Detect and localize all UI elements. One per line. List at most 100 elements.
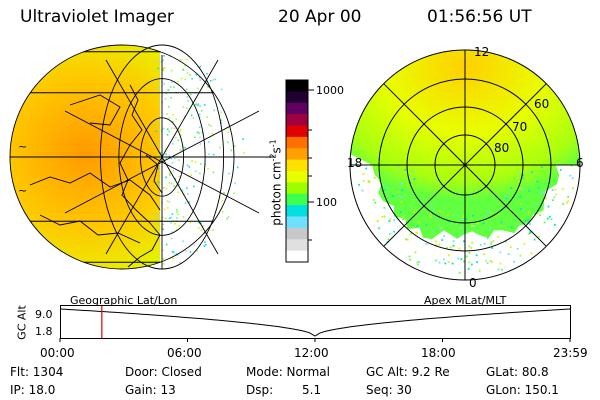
dayglow-pixel <box>190 93 192 96</box>
dayglow-pixel <box>159 152 162 154</box>
aurora-pixel <box>462 232 465 235</box>
aurora-pixel <box>468 245 471 248</box>
dayglow-pixel <box>176 217 178 219</box>
dayglow-pixel <box>157 181 160 183</box>
aurora-pixel <box>406 176 409 179</box>
aurora-pixel <box>546 217 549 220</box>
aurora-pixel <box>567 200 570 203</box>
dayglow-pixel <box>198 126 201 128</box>
dayglow-pixel <box>233 192 235 195</box>
dayglow-pixel <box>203 245 206 247</box>
status-mode: Mode: Normal <box>246 365 330 379</box>
aurora-pixel <box>416 225 419 227</box>
dayglow-pixel <box>173 86 175 88</box>
aurora-pixel <box>447 214 449 217</box>
aurora-pixel <box>416 232 419 234</box>
aurora-pixel <box>377 227 380 230</box>
aurora-pixel <box>417 213 420 216</box>
dayglow-pixel <box>177 191 180 194</box>
dayglow-pixel <box>183 115 186 118</box>
mlat-label-70: 70 <box>512 120 528 134</box>
dayglow-pixel <box>162 228 165 231</box>
dayglow-pixel <box>170 222 172 224</box>
dayglow-pixel <box>199 172 201 175</box>
dayglow-pixel <box>221 200 223 202</box>
aurora-pixel <box>362 179 365 182</box>
aurora-pixel <box>488 231 491 234</box>
aurora-pixel <box>517 207 520 210</box>
dayglow-pixel <box>228 172 230 175</box>
dayglow-pixel <box>168 182 171 184</box>
aurora-pixel <box>411 169 413 172</box>
colorbar-tick-100: 100 <box>316 196 337 209</box>
alt-xtick-1200: 12:00 <box>294 346 329 360</box>
aurora-pixel <box>408 175 411 178</box>
dayglow-pixel <box>166 128 169 131</box>
dayglow-pixel <box>168 130 170 133</box>
dayglow-pixel <box>165 243 168 246</box>
mlat-label-80: 80 <box>494 141 510 155</box>
dayglow-pixel <box>156 126 158 129</box>
aurora-pixel <box>443 235 446 237</box>
dayglow-pixel <box>156 222 159 224</box>
aurora-pixel <box>415 211 418 213</box>
aurora-pixel <box>444 262 447 265</box>
aurora-pixel <box>419 191 422 194</box>
dayglow-pixel <box>167 106 170 108</box>
coastline-segment <box>69 94 121 126</box>
aurora-pixel <box>539 214 542 217</box>
dayglow-pixel <box>170 216 172 219</box>
aurora-pixel <box>541 166 543 169</box>
aurora-pixel <box>458 271 461 274</box>
dayglow-pixel <box>163 158 165 161</box>
apex-caption: Apex MLat/MLT <box>424 294 507 307</box>
dayglow-pixel <box>157 87 159 90</box>
aurora-pixel <box>550 218 553 221</box>
aurora-pixel <box>523 242 526 245</box>
dayglow-pixel <box>179 149 182 151</box>
polar-grid <box>349 49 581 281</box>
aurora-pixel <box>425 224 428 226</box>
dayglow-pixel <box>213 109 215 111</box>
aurora-pixel <box>536 180 539 183</box>
dayglow-pixel <box>172 143 174 145</box>
aurora-pixel <box>502 205 505 207</box>
time-label: 01:56:56 UT <box>427 7 532 27</box>
colorbar-segment <box>286 114 308 127</box>
dayglow-pixel <box>173 127 176 130</box>
dayglow-pixel <box>163 186 165 189</box>
dayglow-pixel <box>165 176 167 179</box>
dayglow-pixel <box>191 160 193 162</box>
dayglow-pixel <box>212 171 215 174</box>
aurora-pixel <box>415 178 417 181</box>
dayglow-pixel <box>190 114 193 117</box>
aurora-pixel <box>528 189 531 192</box>
colorbar-segment <box>286 159 308 172</box>
aurora-pixel <box>571 187 574 190</box>
dayglow-pixel <box>161 216 164 219</box>
aurora-pixel <box>416 261 419 264</box>
dayglow-pixel <box>207 167 209 170</box>
aurora-pixel <box>415 231 418 234</box>
aurora-pixel <box>397 166 400 168</box>
aurora-pixel <box>519 195 522 198</box>
aurora-pixel <box>473 225 476 228</box>
dayglow-pixel <box>160 61 163 63</box>
mlt-label-18: 18 <box>347 156 363 170</box>
aurora-pixel <box>519 254 522 257</box>
dayglow-pixel <box>155 213 158 216</box>
dayglow-pixel <box>177 213 179 216</box>
dayglow-pixel <box>163 55 165 57</box>
aurora-pixel <box>510 222 513 225</box>
dayglow-pixel <box>166 113 168 115</box>
aurora-pixel <box>533 206 536 209</box>
aurora-pixel <box>470 246 473 249</box>
aurora-pixel <box>571 177 574 179</box>
dayglow-pixel <box>200 109 203 112</box>
dayglow-pixel <box>157 182 160 185</box>
dayglow-pixel <box>172 120 174 123</box>
dayglow-pixel <box>169 86 172 88</box>
dayglow-pixel <box>230 149 233 152</box>
aurora-pixel <box>507 253 510 255</box>
dayglow-pixel <box>186 187 188 189</box>
